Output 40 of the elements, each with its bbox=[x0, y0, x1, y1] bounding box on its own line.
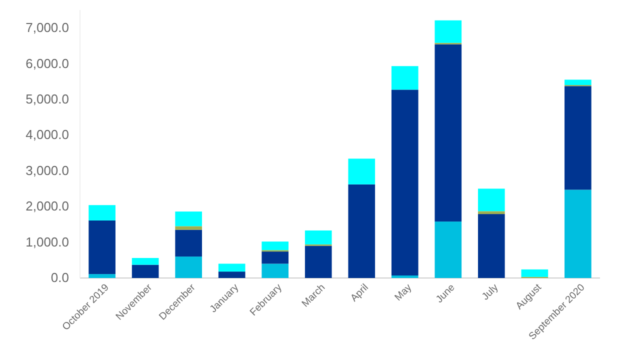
bar bbox=[88, 220, 116, 274]
bar bbox=[132, 264, 159, 278]
bar bbox=[434, 222, 462, 278]
bar bbox=[88, 205, 116, 220]
bar bbox=[391, 90, 418, 276]
bar bbox=[88, 274, 116, 278]
bar bbox=[304, 230, 332, 244]
bar bbox=[132, 258, 159, 265]
bar bbox=[175, 230, 202, 257]
bar bbox=[434, 20, 462, 43]
y-tick-label: 4,000.0 bbox=[26, 127, 69, 142]
bar bbox=[262, 242, 289, 250]
bar bbox=[564, 190, 592, 278]
bar bbox=[175, 226, 202, 230]
bar bbox=[348, 184, 376, 278]
y-tick-label: 0.0 bbox=[50, 270, 69, 286]
bar bbox=[348, 158, 376, 184]
bar bbox=[391, 66, 418, 90]
bar bbox=[478, 214, 505, 278]
bar bbox=[478, 211, 505, 214]
bar bbox=[262, 264, 289, 278]
y-tick-label: 1,000.0 bbox=[26, 234, 69, 250]
y-tick-label: 5,000.0 bbox=[26, 91, 69, 106]
bar bbox=[434, 44, 462, 222]
bar bbox=[521, 269, 548, 277]
y-tick-label: 3,000.0 bbox=[26, 162, 69, 178]
bar bbox=[175, 212, 202, 226]
bar bbox=[218, 264, 246, 272]
bar bbox=[262, 252, 289, 264]
x-tick-label: July bbox=[480, 282, 501, 303]
y-tick-label: 6,000.0 bbox=[26, 56, 69, 71]
x-tick-label: May bbox=[392, 282, 414, 304]
bar bbox=[304, 246, 332, 278]
bar bbox=[478, 188, 505, 212]
bar bbox=[218, 272, 246, 278]
bar bbox=[175, 256, 202, 278]
bar bbox=[564, 80, 592, 86]
bar bbox=[564, 86, 592, 190]
y-tick-label: 7,000.0 bbox=[26, 20, 69, 36]
y-tick-label: 2,000.0 bbox=[26, 198, 69, 214]
